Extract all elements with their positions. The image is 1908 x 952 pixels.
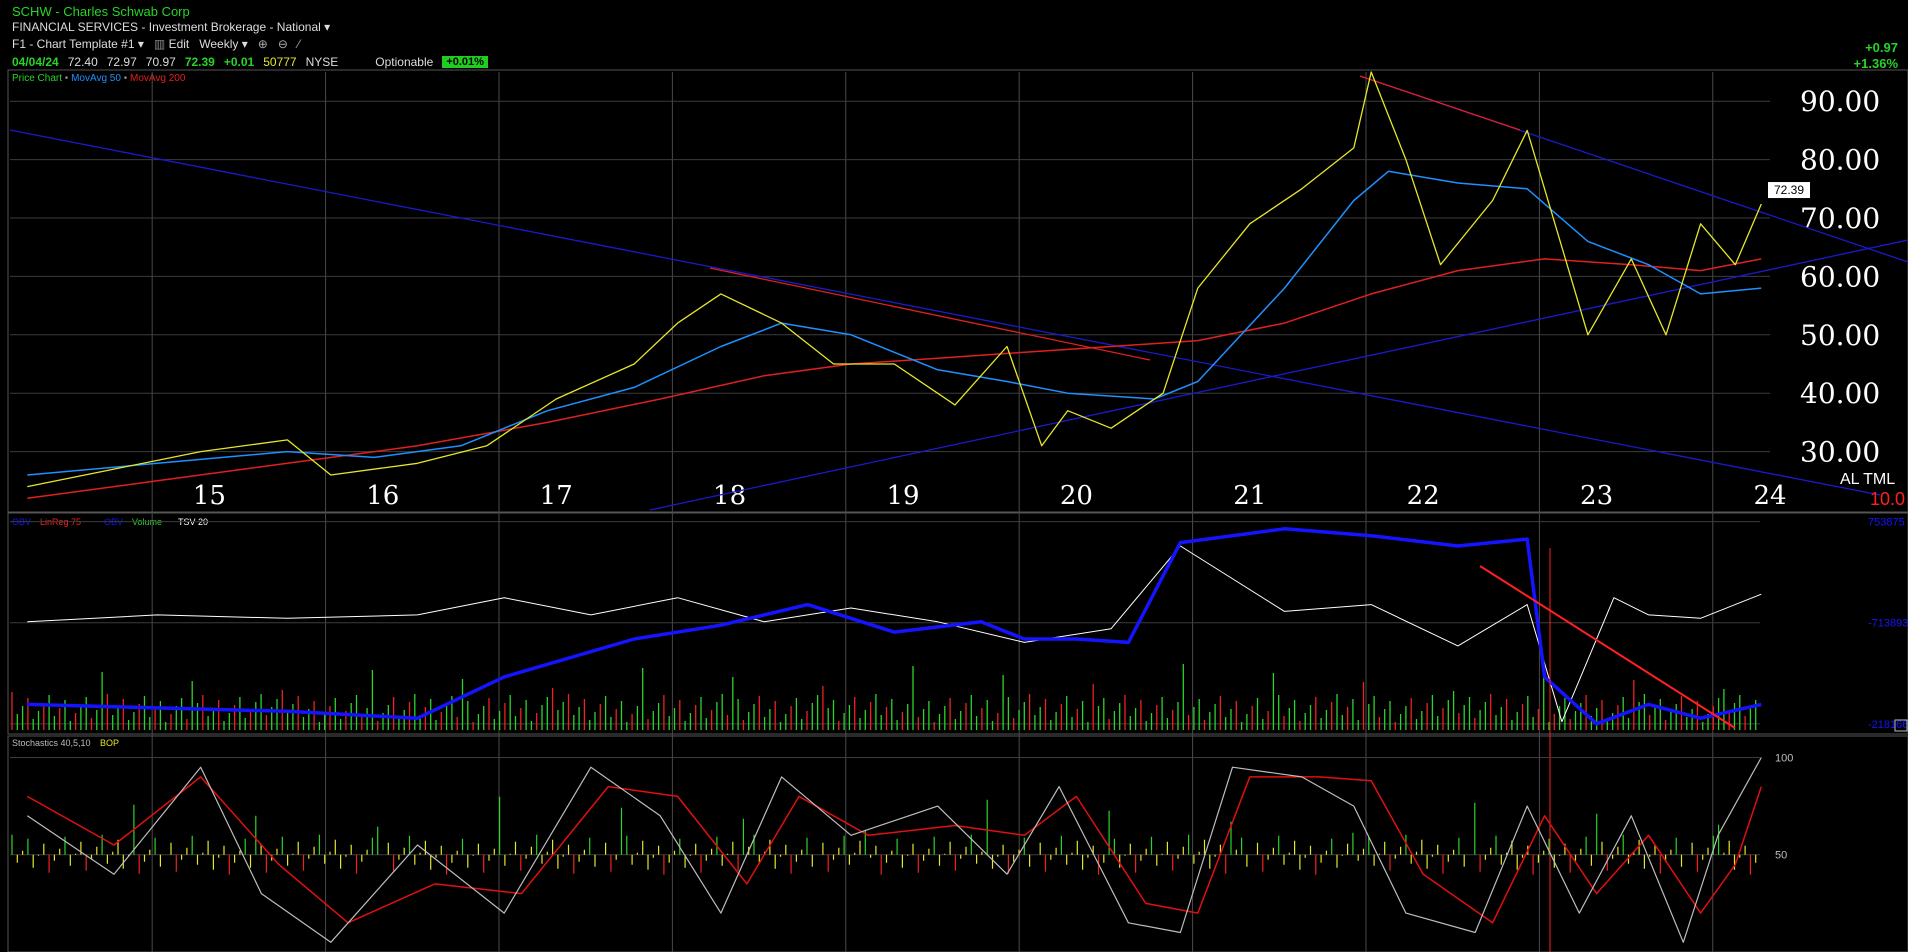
stoch-tick-label: 50 [1775,850,1787,862]
price-tick-label: 50.00 [1800,319,1880,352]
change-pct: +1.36% [1853,56,1898,71]
price-panel [7,69,1908,513]
symbol: SCHW [12,4,52,19]
volume-tick-label: 753875 [1868,517,1905,529]
chevron-down-icon[interactable]: ▾ [324,20,331,34]
price-tick-label: 80.00 [1800,144,1880,177]
period-label: Weekly [199,37,239,51]
legend-ma50: MovAvg 50 [71,73,121,84]
study-legend: Price Chart • MovAvg 50 • MovAvg 200 [12,73,186,84]
year-tick-label: 21 [1233,481,1266,511]
edit-label: Edit [168,37,190,51]
sector-line[interactable]: FINANCIAL SERVICES - Investment Brokerag… [12,20,331,34]
linreg-line [1479,565,1736,729]
volume-bars [11,664,1757,730]
bar-chart-icon: ▥ [153,37,166,51]
year-tick-label: 15 [193,481,226,511]
draw-line-icon[interactable]: ⁄ [297,37,300,51]
year-tick-label: 20 [1060,481,1093,511]
price-tick-label: 30.00 [1800,436,1880,469]
last-price-box [1768,182,1810,199]
template-select[interactable]: F1 - Chart Template #1 ▾ [12,37,144,51]
toolbar: F1 - Chart Template #1 ▾ ▥ Edit Weekly ▾… [12,37,300,51]
sector: FINANCIAL SERVICES [12,20,139,34]
scroll-box [1894,719,1908,732]
trendline-red-top [1359,75,1521,131]
year-tick-label: 23 [1580,481,1613,511]
period-select[interactable]: Weekly ▾ [199,37,248,51]
volume-panel [7,512,1908,735]
legend-ma200: MovAvg 200 [129,73,186,84]
zoom-out-icon[interactable]: ⊖ [277,37,288,51]
series-stoch-k [26,757,1762,943]
price-tick-label: 90.00 [1800,85,1880,118]
quote-close: 72.39 [184,55,215,69]
series-tsv [27,545,1762,723]
price-tick-label: 40.00 [1800,377,1880,410]
trendline-up [649,239,1908,511]
company-name: Charles Schwab Corp [63,4,190,19]
year-tick-label: 24 [1753,481,1786,511]
template-label: F1 - Chart Template #1 [12,37,135,51]
year-tick-label: 22 [1407,481,1440,511]
chevron-down-icon: ▾ [241,37,248,51]
corner-value: 10.0 [1870,489,1905,509]
edit-button[interactable]: ▥ Edit [154,37,189,51]
zoom-in-icon[interactable]: ⊕ [257,37,268,51]
quote-change: +0.01 [223,55,255,69]
series-ma200 [27,258,1762,500]
quote-high: 72.97 [106,55,137,69]
stoch-legend-item: BOP [100,738,119,748]
stoch-legend-item: Stochastics 40,5,10 [12,738,91,748]
stoch-tick-label: 100 [1775,752,1793,764]
series-stoch-d [26,776,1763,924]
quote-volume: 50777 [263,55,297,69]
optionable-label: Optionable [375,55,434,69]
series-price [27,71,1762,488]
year-tick-label: 16 [366,481,399,511]
series-ma50 [27,170,1762,476]
quote-open: 72.40 [67,55,98,69]
volume-tick-label: -713893 [1868,618,1908,630]
trendline-red-mid [709,267,1151,361]
legend-price: Price Chart [12,73,63,84]
volume-tick-label: -2181660 [1868,719,1908,731]
year-tick-label: 19 [886,481,919,511]
corner-label: AL TML [1840,471,1895,488]
bop-bars [11,796,1757,875]
symbol-title: SCHW - Charles Schwab Corp [12,4,190,19]
trendline-down [9,129,1881,496]
quote-date: 04/04/24 [12,55,59,69]
series-obv [27,527,1762,726]
price-tick-label: 60.00 [1800,260,1880,293]
chevron-down-icon: ▾ [137,37,144,51]
stochastics-panel [7,735,1908,952]
change-badge: +0.01% [442,56,488,68]
quote-exchange: NYSE [305,55,339,69]
year-tick-label: 17 [540,481,573,511]
quote-low: 70.97 [145,55,176,69]
last-price-label: 72.39 [1774,183,1804,197]
year-tick-label: 18 [713,481,746,511]
sub-sector: Investment Brokerage - National [148,20,321,34]
change-abs: +0.97 [1865,40,1898,55]
quote-line: 04/04/24 72.40 72.97 70.97 72.39 +0.01 5… [12,55,488,69]
